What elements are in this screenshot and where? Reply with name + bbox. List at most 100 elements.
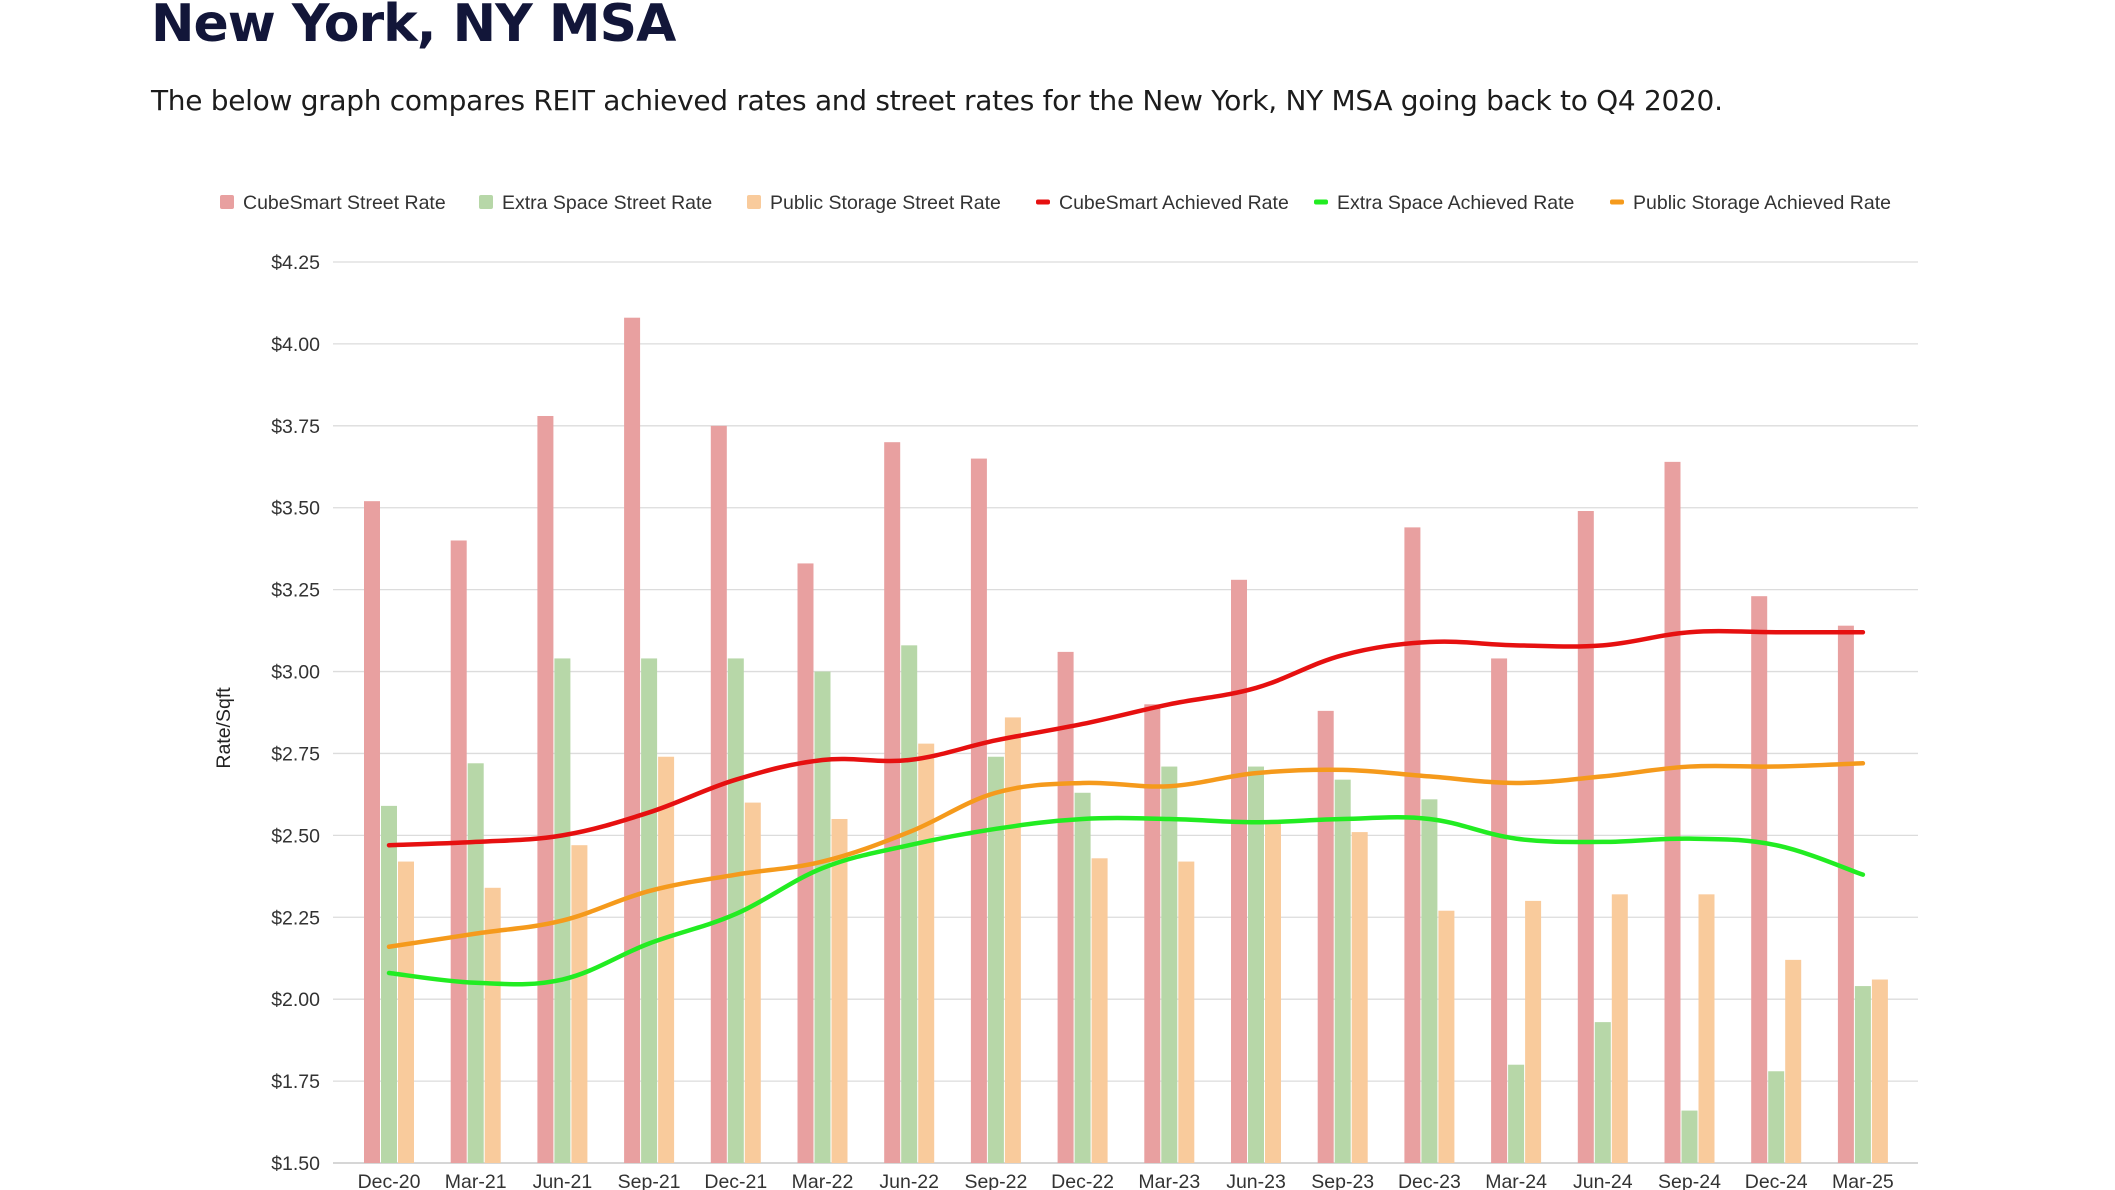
y-axis-title: Rate/Sqft [213, 687, 235, 769]
legend-swatch [747, 195, 761, 209]
bar-cubesmart-street-rate [1751, 596, 1767, 1163]
x-tick-label: Dec-24 [1745, 1171, 1808, 1190]
bar-cubesmart-street-rate [711, 426, 727, 1163]
bar-extra-space-street-rate [1335, 780, 1351, 1163]
bar-cubesmart-street-rate [1838, 626, 1854, 1163]
y-tick-label: $3.25 [271, 580, 320, 602]
achieved-rate-lines [389, 631, 1863, 984]
y-tick-label: $1.50 [271, 1153, 320, 1175]
bar-cubesmart-street-rate [1578, 511, 1594, 1163]
legend: CubeSmart Street Rate Extra Space Street … [220, 192, 1891, 214]
line-cubesmart-achieved-rate [389, 631, 1863, 845]
y-axis-ticks: $4.25 $4.00 $3.75 $3.50 $3.25 $3.00 $2.75 $2.50… [271, 252, 320, 1175]
bar-cubesmart-street-rate [1404, 527, 1420, 1163]
bar-public-storage-street-rate [571, 845, 587, 1163]
y-tick-label: $2.50 [271, 825, 320, 847]
x-tick-label: Dec-22 [1051, 1171, 1114, 1190]
legend-label: CubeSmart Achieved Rate [1059, 192, 1289, 214]
legend-label: Extra Space Street Rate [502, 192, 712, 214]
x-tick-label: Dec-23 [1398, 1171, 1461, 1190]
bars [364, 318, 1888, 1163]
bar-cubesmart-street-rate [364, 501, 380, 1163]
y-tick-label: $2.00 [271, 989, 320, 1011]
bar-cubesmart-street-rate [451, 540, 467, 1163]
bar-public-storage-street-rate [1525, 901, 1541, 1163]
bar-public-storage-street-rate [1352, 832, 1368, 1163]
bar-cubesmart-street-rate [884, 442, 900, 1163]
bar-public-storage-street-rate [1612, 894, 1628, 1163]
legend-label: Extra Space Achieved Rate [1337, 192, 1574, 214]
x-tick-label: Dec-20 [358, 1171, 421, 1190]
x-tick-label: Mar-24 [1485, 1171, 1547, 1190]
bar-extra-space-street-rate [468, 763, 484, 1163]
bar-public-storage-street-rate [1092, 858, 1108, 1163]
bar-public-storage-street-rate [1785, 960, 1801, 1163]
x-tick-label: Sep-21 [618, 1171, 681, 1190]
x-tick-label: Dec-21 [704, 1171, 767, 1190]
bar-public-storage-street-rate [1872, 980, 1888, 1163]
bar-cubesmart-street-rate [1665, 462, 1681, 1163]
line-public-storage-achieved-rate [389, 763, 1863, 946]
bar-public-storage-street-rate [658, 757, 674, 1163]
legend-label: CubeSmart Street Rate [243, 192, 446, 214]
y-tick-label: $3.00 [271, 662, 320, 684]
bar-cubesmart-street-rate [971, 459, 987, 1163]
y-tick-label: $4.25 [271, 252, 320, 274]
legend-swatch [1314, 200, 1328, 205]
bar-cubesmart-street-rate [537, 416, 553, 1163]
y-tick-label: $1.75 [271, 1071, 320, 1093]
bar-cubesmart-street-rate [624, 318, 640, 1163]
bar-public-storage-street-rate [1265, 822, 1281, 1163]
bar-public-storage-street-rate [1699, 894, 1715, 1163]
legend-swatch [479, 195, 493, 209]
x-tick-label: Jun-21 [533, 1171, 593, 1190]
bar-public-storage-street-rate [918, 744, 934, 1163]
bar-extra-space-street-rate [1421, 799, 1437, 1163]
bar-public-storage-street-rate [832, 819, 848, 1163]
x-tick-label: Mar-25 [1832, 1171, 1894, 1190]
bar-extra-space-street-rate [1595, 1022, 1611, 1163]
y-tick-label: $2.75 [271, 743, 320, 765]
bar-public-storage-street-rate [1438, 911, 1454, 1163]
bar-extra-space-street-rate [1161, 767, 1177, 1163]
x-tick-label: Sep-22 [964, 1171, 1027, 1190]
bar-extra-space-street-rate [815, 672, 831, 1163]
bar-extra-space-street-rate [1248, 767, 1264, 1163]
bar-public-storage-street-rate [398, 862, 414, 1163]
x-tick-label: Mar-22 [792, 1171, 854, 1190]
bar-extra-space-street-rate [554, 658, 570, 1163]
bar-public-storage-street-rate [1178, 862, 1194, 1163]
bar-extra-space-street-rate [1075, 793, 1091, 1163]
bar-cubesmart-street-rate [1318, 711, 1334, 1163]
x-tick-label: Sep-23 [1311, 1171, 1374, 1190]
bar-extra-space-street-rate [988, 757, 1004, 1163]
x-tick-label: Mar-21 [445, 1171, 507, 1190]
bar-extra-space-street-rate [1682, 1111, 1698, 1163]
y-tick-label: $3.75 [271, 416, 320, 438]
line-extra-space-achieved-rate [389, 817, 1863, 984]
legend-swatch [1610, 200, 1624, 205]
bar-extra-space-street-rate [901, 645, 917, 1163]
bar-extra-space-street-rate [1855, 986, 1871, 1163]
x-tick-label: Jun-23 [1226, 1171, 1286, 1190]
bar-extra-space-street-rate [381, 806, 397, 1163]
rate-comparison-chart: $4.25$4.00$3.75$3.50$3.25$3.00$2.75$2.50… [0, 0, 2115, 1190]
bar-extra-space-street-rate [641, 658, 657, 1163]
x-tick-label: Jun-22 [879, 1171, 939, 1190]
bar-cubesmart-street-rate [1491, 658, 1507, 1163]
x-tick-label: Sep-24 [1658, 1171, 1721, 1190]
y-tick-label: $2.25 [271, 907, 320, 929]
legend-swatch [220, 195, 234, 209]
x-axis-ticks: Dec-20 Mar-21 Jun-21 Sep-21 Dec-21 Mar-22 Jun-… [358, 1171, 1894, 1190]
bar-cubesmart-street-rate [1231, 580, 1247, 1163]
x-tick-label: Jun-24 [1573, 1171, 1633, 1190]
bar-extra-space-street-rate [1508, 1065, 1524, 1163]
bar-public-storage-street-rate [1005, 717, 1021, 1163]
bar-public-storage-street-rate [745, 803, 761, 1163]
bar-cubesmart-street-rate [1144, 704, 1160, 1163]
legend-label: Public Storage Street Rate [770, 192, 1001, 214]
bar-extra-space-street-rate [1768, 1071, 1784, 1163]
x-tick-label: Mar-23 [1138, 1171, 1200, 1190]
y-tick-label: $4.00 [271, 334, 320, 356]
legend-label: Public Storage Achieved Rate [1633, 192, 1891, 214]
